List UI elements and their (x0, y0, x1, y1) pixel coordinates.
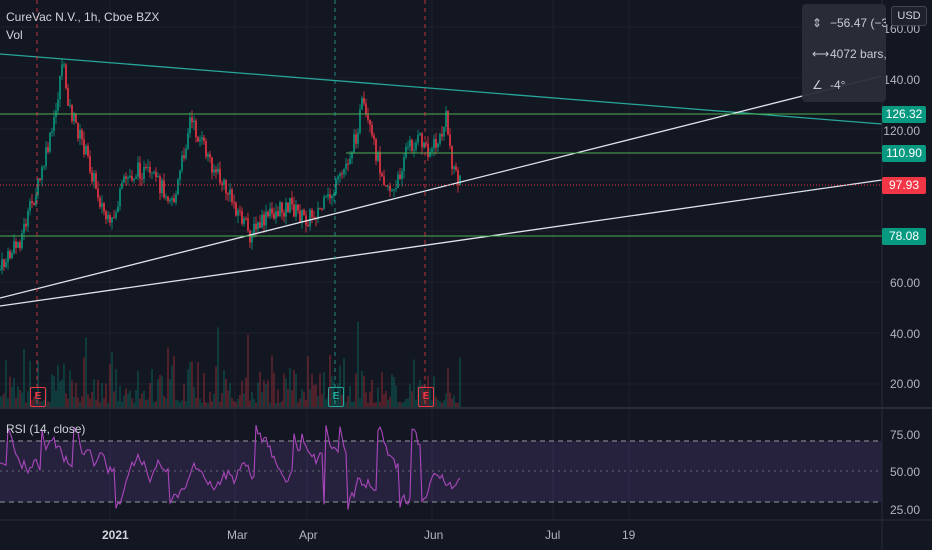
earnings-lines (36, 0, 426, 405)
measure-tooltip: ⇕ −56.47 (−3 ⟷4072 bars, ∠ -4° (802, 4, 886, 102)
trendline-white-lower (0, 179, 883, 307)
volume-legend[interactable]: Vol (6, 28, 23, 42)
chart-grid (0, 0, 882, 520)
angle-icon: ∠ (812, 78, 823, 92)
time-label: Jun (424, 528, 444, 542)
price-tick: 60.00 (889, 276, 920, 290)
measure-angle: -4° (830, 78, 846, 92)
rsi-tick: 25.00 (889, 503, 920, 517)
time-label: Apr (299, 528, 318, 542)
currency-button[interactable]: USD (891, 6, 927, 26)
time-label: 19 (622, 528, 636, 542)
bars-range-icon: ⟷ (812, 47, 830, 61)
rsi-tick: 50.00 (889, 465, 920, 479)
symbol-legend[interactable]: CureVac N.V., 1h, Cboe BZX (6, 10, 160, 24)
price-tick: 120.00 (883, 124, 920, 138)
trendline-white-upper (0, 75, 883, 299)
time-label: Mar (227, 528, 248, 542)
price-tag-110[interactable]: 110.90 (882, 145, 926, 162)
price-tag-126[interactable]: 126.32 (882, 106, 926, 123)
price-tag-78[interactable]: 78.08 (882, 228, 926, 245)
measure-bars: 4072 bars, (830, 47, 886, 61)
drawings[interactable] (0, 53, 883, 307)
measure-price-change: −56.47 (−3 (830, 16, 886, 30)
earnings-marker-icon[interactable]: E (418, 387, 434, 407)
rsi-legend[interactable]: RSI (14, close) (6, 422, 86, 436)
earnings-marker-icon[interactable]: E (328, 387, 344, 407)
time-label: 2021 (102, 528, 129, 542)
price-range-icon: ⇕ (812, 16, 823, 30)
price-tick: 20.00 (889, 377, 920, 391)
price-tag-last[interactable]: 97.93 (882, 177, 926, 194)
time-label: Jul (545, 528, 561, 542)
rsi-tick: 75.00 (889, 428, 920, 442)
price-candles (0, 58, 461, 275)
volume-bars (0, 321, 461, 407)
rsi-line (0, 424, 461, 510)
price-tick: 40.00 (889, 327, 920, 341)
earnings-marker-icon[interactable]: E (30, 387, 46, 407)
price-tick: 140.00 (883, 73, 920, 87)
